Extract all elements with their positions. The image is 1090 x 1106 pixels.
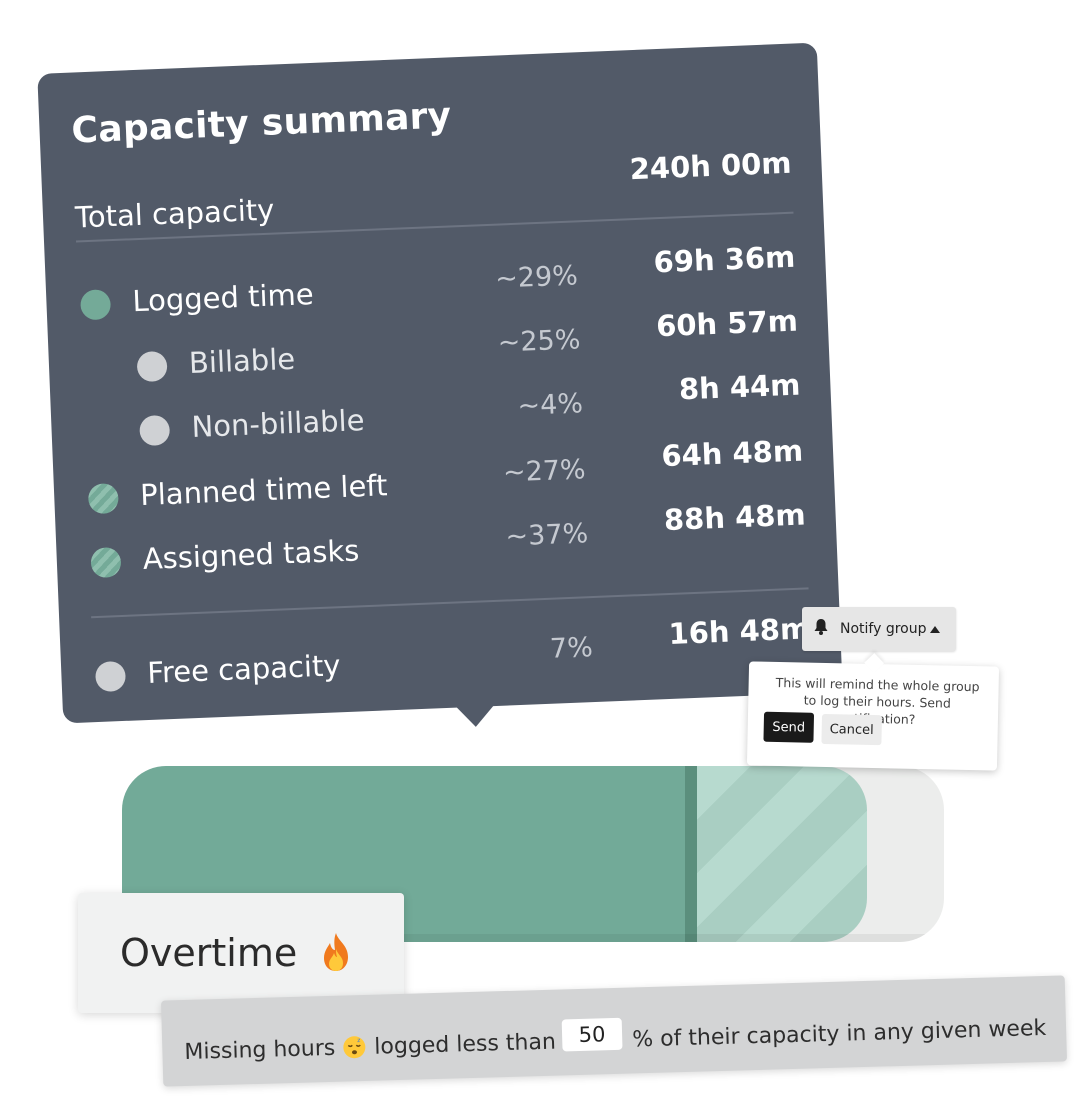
- non-billable-pct: ~4%: [516, 388, 584, 422]
- logged-time-pct: ~29%: [494, 260, 579, 295]
- notify-group-label: Notify group: [840, 621, 927, 637]
- planned-time-pct: ~27%: [502, 454, 587, 489]
- assigned-tasks-row: Assigned tasks ~37% 88h 48m: [56, 497, 837, 585]
- bar-shadow: [122, 934, 944, 942]
- notify-confirm-popover: This will remind the whole group to log …: [746, 653, 1000, 771]
- logged-time-value: 69h 36m: [652, 239, 796, 280]
- free-capacity-dot: [94, 660, 127, 693]
- billable-value: 60h 57m: [655, 303, 799, 344]
- sleepy-face-icon: z: [343, 1036, 366, 1059]
- capacity-summary-card: Capacity summary Total capacity 240h 00m…: [37, 42, 843, 728]
- logged-time-label: Logged time: [131, 277, 315, 319]
- non-billable-value: 8h 44m: [678, 367, 802, 407]
- free-capacity-row: Free capacity 7% 16h 48m: [61, 611, 842, 699]
- assigned-tasks-dot: [90, 546, 122, 579]
- non-billable-dot: [139, 414, 171, 447]
- missing-hours-rule: Missing hours z logged less than 50 % of…: [160, 975, 1068, 1087]
- billable-dot: [136, 350, 168, 383]
- assigned-tasks-value: 88h 48m: [663, 497, 807, 538]
- free-capacity-label: Free capacity: [146, 648, 342, 690]
- notify-group-button[interactable]: Notify group: [802, 607, 956, 651]
- popover-arrow: [864, 653, 885, 673]
- logged-less-than-label: logged less than: [374, 1029, 557, 1060]
- divider: [91, 587, 809, 619]
- billable-label: Billable: [188, 341, 296, 381]
- logged-time-dot: [79, 289, 112, 321]
- non-billable-label: Non-billable: [190, 403, 366, 444]
- cancel-button[interactable]: Cancel: [821, 713, 883, 746]
- planned-time-dot: [87, 483, 119, 515]
- free-capacity-value: 16h 48m: [667, 611, 811, 652]
- fire-icon: [324, 933, 348, 971]
- svg-text:z: z: [357, 1037, 360, 1044]
- total-capacity-label: Total capacity: [74, 192, 275, 235]
- planned-time-label: Planned time left: [139, 468, 389, 513]
- capacity-suffix-label: % of their capacity in any given week: [631, 1015, 1047, 1053]
- threshold-input[interactable]: 50: [561, 1017, 623, 1052]
- planned-time-value: 64h 48m: [660, 433, 804, 474]
- assigned-tasks-label: Assigned tasks: [142, 533, 360, 577]
- capacity-summary-title: Capacity summary: [70, 95, 453, 152]
- assigned-tasks-pct: ~37%: [504, 518, 589, 553]
- missing-hours-label: Missing hours: [184, 1035, 336, 1065]
- tooltip-pointer: [454, 704, 496, 728]
- free-capacity-pct: 7%: [549, 632, 594, 665]
- overtime-label: Overtime: [120, 931, 298, 975]
- total-capacity-value: 240h 00m: [629, 145, 793, 187]
- send-button[interactable]: Send: [763, 711, 815, 743]
- billable-pct: ~25%: [497, 324, 582, 359]
- bell-icon: [814, 619, 828, 635]
- planned-time-segment[interactable]: [697, 766, 867, 942]
- caret-up-icon: [930, 626, 940, 633]
- overtime-card: Overtime: [78, 893, 404, 1013]
- segment-separator: [685, 766, 697, 942]
